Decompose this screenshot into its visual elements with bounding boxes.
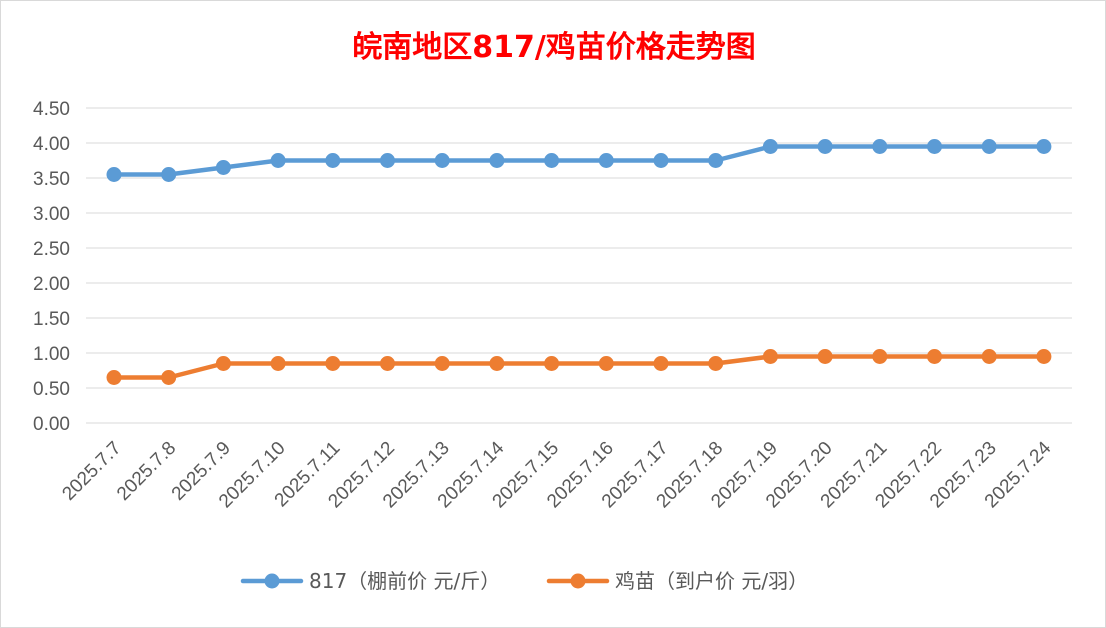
data-point[interactable]	[1036, 349, 1052, 364]
data-point[interactable]	[325, 153, 341, 168]
data-point[interactable]	[598, 356, 614, 371]
chart-title: 皖南地区817/鸡苗价格走势图	[352, 30, 756, 65]
y-tick-label: 2.00	[33, 274, 70, 295]
series-line	[111, 354, 1047, 380]
data-point[interactable]	[106, 370, 122, 385]
legend-label: 817（棚前价 元/斤）	[309, 569, 500, 593]
series-line	[111, 144, 1047, 177]
y-tick-label: 4.50	[33, 99, 70, 120]
data-point[interactable]	[981, 349, 997, 364]
data-point[interactable]	[215, 356, 231, 371]
data-point[interactable]	[872, 349, 888, 364]
data-point[interactable]	[380, 153, 395, 168]
data-point[interactable]	[981, 139, 997, 154]
data-point[interactable]	[708, 153, 724, 168]
data-point[interactable]	[106, 167, 122, 182]
x-tick-label: 2025.7.7	[58, 438, 125, 505]
data-point[interactable]	[708, 356, 724, 371]
data-point[interactable]	[762, 139, 778, 154]
y-tick-label: 4.00	[33, 134, 70, 155]
data-point[interactable]	[544, 356, 560, 371]
y-tick-label: 1.50	[33, 309, 70, 330]
data-point[interactable]	[215, 160, 231, 175]
data-point[interactable]	[927, 349, 942, 364]
data-point[interactable]	[544, 153, 560, 168]
data-point[interactable]	[161, 370, 177, 385]
data-point[interactable]	[872, 139, 888, 154]
data-point[interactable]	[817, 349, 833, 364]
data-point[interactable]	[817, 139, 833, 154]
x-axis-ticks: 2025.7.72025.7.82025.7.92025.7.102025.7.…	[58, 437, 1055, 512]
y-axis-ticks: 0.00 0.50 1.00 1.50 2.00 2.50 3.00 3.50 4.00 4.50	[33, 99, 70, 435]
data-point[interactable]	[762, 349, 778, 364]
data-point[interactable]	[434, 356, 450, 371]
data-point[interactable]	[489, 356, 505, 371]
data-point[interactable]	[1036, 139, 1052, 154]
data-point[interactable]	[161, 167, 177, 182]
legend-item[interactable]: 鸡苗（到户价 元/羽）	[546, 569, 808, 593]
data-point[interactable]	[598, 153, 614, 168]
data-point[interactable]	[434, 153, 450, 168]
data-point[interactable]	[325, 356, 341, 371]
series-2	[106, 349, 1052, 385]
y-tick-label: 0.00	[33, 414, 70, 435]
data-point[interactable]	[927, 139, 942, 154]
y-tick-label: 2.50	[33, 239, 70, 260]
data-point[interactable]	[380, 356, 395, 371]
data-point[interactable]	[653, 356, 669, 371]
y-tick-label: 3.00	[33, 204, 70, 225]
data-point[interactable]	[489, 153, 505, 168]
x-tick-label: 2025.7.8	[113, 438, 180, 505]
legend-item[interactable]: 817（棚前价 元/斤）	[240, 569, 500, 593]
y-tick-label: 3.50	[33, 169, 70, 190]
y-tick-label: 0.50	[33, 379, 70, 400]
y-tick-label: 1.00	[33, 344, 70, 365]
legend-dot-marker	[570, 573, 586, 589]
legend[interactable]: 817（棚前价 元/斤） 鸡苗（到户价 元/羽）	[240, 569, 808, 593]
data-point[interactable]	[653, 153, 669, 168]
legend-dot-marker	[264, 573, 280, 589]
series-layer	[106, 139, 1052, 385]
data-point[interactable]	[270, 153, 286, 168]
series-1	[106, 139, 1052, 182]
legend-label: 鸡苗（到户价 元/羽）	[615, 569, 808, 593]
gridlines	[86, 107, 1072, 424]
data-point[interactable]	[270, 356, 286, 371]
